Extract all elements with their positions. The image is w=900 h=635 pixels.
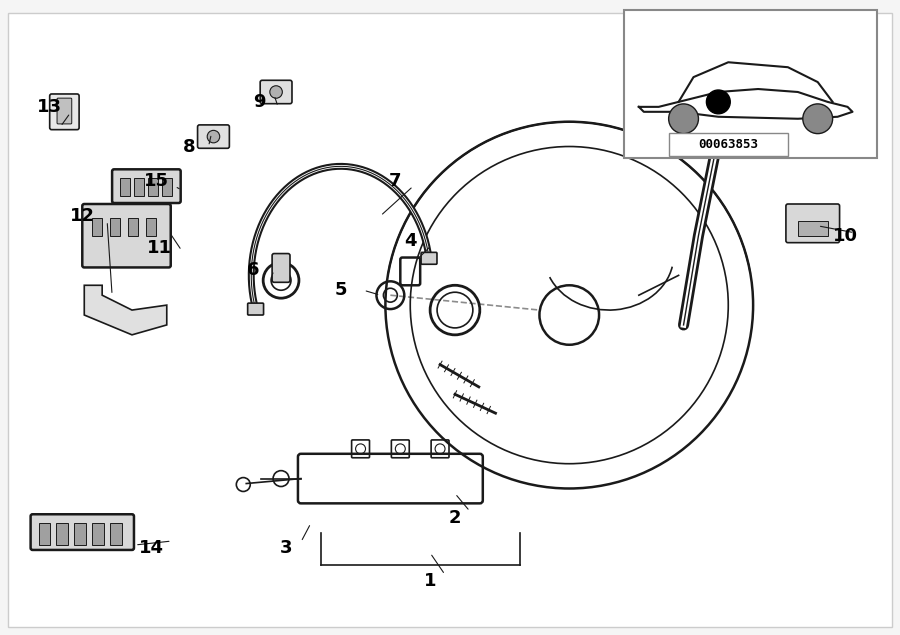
Bar: [128, 218, 138, 236]
FancyBboxPatch shape: [736, 60, 830, 109]
Bar: [110, 523, 122, 545]
FancyBboxPatch shape: [82, 204, 171, 267]
Circle shape: [803, 104, 833, 133]
Bar: [688, 25, 738, 48]
FancyBboxPatch shape: [272, 253, 290, 283]
FancyBboxPatch shape: [198, 125, 230, 149]
Bar: [669, 133, 788, 156]
Bar: [624, 10, 878, 158]
Circle shape: [270, 86, 283, 98]
Text: 1: 1: [424, 572, 436, 590]
Text: 9: 9: [253, 93, 266, 111]
Bar: [146, 218, 156, 236]
Bar: [92, 218, 103, 236]
FancyBboxPatch shape: [248, 303, 264, 315]
Circle shape: [669, 104, 698, 133]
FancyBboxPatch shape: [112, 170, 181, 203]
Text: 11: 11: [148, 239, 172, 257]
Text: 15: 15: [144, 172, 169, 190]
FancyBboxPatch shape: [786, 204, 840, 243]
Text: 4: 4: [404, 232, 417, 250]
Bar: [92, 523, 104, 545]
Bar: [148, 178, 157, 196]
Text: 8: 8: [184, 138, 196, 156]
Text: 2: 2: [449, 509, 461, 527]
Polygon shape: [85, 285, 166, 335]
Circle shape: [207, 130, 220, 143]
Bar: [75, 523, 86, 545]
Text: 7: 7: [389, 172, 401, 190]
FancyBboxPatch shape: [50, 94, 79, 130]
Bar: [134, 178, 144, 196]
Bar: [162, 178, 172, 196]
Bar: [120, 178, 130, 196]
Text: 10: 10: [833, 227, 858, 244]
FancyBboxPatch shape: [421, 252, 437, 264]
FancyBboxPatch shape: [57, 98, 72, 124]
Bar: [39, 523, 50, 545]
Text: 12: 12: [70, 207, 94, 225]
Bar: [797, 221, 828, 236]
Text: 6: 6: [247, 262, 259, 279]
Text: 3: 3: [280, 539, 292, 557]
Text: 5: 5: [335, 281, 346, 299]
FancyBboxPatch shape: [260, 80, 292, 104]
FancyBboxPatch shape: [31, 514, 134, 550]
Text: 14: 14: [140, 539, 165, 557]
Circle shape: [706, 90, 730, 114]
Text: 13: 13: [37, 98, 62, 116]
Bar: [110, 218, 120, 236]
Circle shape: [700, 39, 736, 75]
Text: 00063853: 00063853: [698, 138, 759, 151]
Bar: [57, 523, 68, 545]
